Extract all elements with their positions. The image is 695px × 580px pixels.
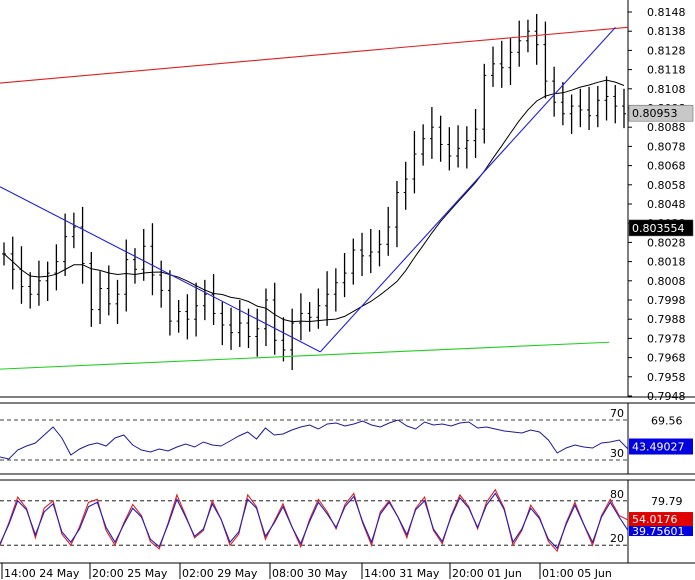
rsi-panel: 70 30 [0, 407, 629, 461]
price-tick-label: 0.8028 [647, 236, 686, 249]
trend-line [319, 26, 616, 353]
current-price-tag: 0.80953 [632, 107, 678, 120]
trend-line [0, 341, 610, 370]
moving-average-tag: 0.803554 [632, 222, 685, 235]
stoch-main-tag: 54.0176 [632, 513, 678, 526]
trend-line [0, 26, 629, 84]
price-tick-label: 0.7948 [647, 390, 686, 403]
price-tick-label: 0.8018 [647, 256, 686, 269]
price-panel [0, 13, 629, 371]
rsi-level-label: 30 [610, 447, 624, 460]
price-tick-label: 0.8128 [647, 44, 686, 57]
stoch-signal-tag-bg [629, 526, 693, 537]
time-label: 02:00 29 May [182, 567, 258, 580]
axes: 0.81480.81380.81280.81180.81080.80980.80… [1, 6, 694, 580]
price-tick-label: 0.7988 [647, 313, 686, 326]
panel-frames [0, 0, 695, 564]
trend-line [0, 186, 321, 353]
time-label: 20:00 25 May [92, 567, 168, 580]
stoch-signal-tag: 39.75601 [632, 525, 685, 538]
rsi-value-tag: 43.49027 [632, 441, 685, 454]
price-tick-label: 0.8118 [647, 64, 686, 77]
price-tick-label: 0.7998 [647, 294, 686, 307]
stoch-line-0 [0, 488, 629, 553]
stoch-main-tag-bg [629, 512, 693, 527]
stoch-upper-value: 79.79 [651, 495, 683, 508]
price-tick-label: 0.8148 [647, 6, 686, 19]
stoch-level-label: 80 [610, 488, 624, 501]
price-tick-label: 0.8008 [647, 275, 686, 288]
time-label: 08:00 30 May [272, 567, 348, 580]
price-tick-label: 0.8068 [647, 160, 686, 173]
stoch-level-label: 20 [610, 532, 624, 545]
moving-average-line [3, 79, 625, 323]
stochastic-panel: 80 20 [0, 488, 629, 553]
price-tick-label: 0.8078 [647, 140, 686, 153]
price-tick-label: 0.8058 [647, 179, 686, 192]
rsi-level-label: 70 [610, 407, 624, 420]
rsi-upper-value: 69.56 [651, 414, 683, 427]
stoch-line-1 [0, 492, 629, 550]
moving-average-tag-bg [628, 219, 694, 237]
price-tick-label: 0.8048 [647, 198, 686, 211]
time-label: 20:00 01 Jun [452, 567, 522, 580]
rsi-line [0, 419, 629, 460]
price-tick-label: 0.8108 [647, 83, 686, 96]
price-tick-label: 0.7968 [647, 352, 686, 365]
time-label: 01:00 05 Jun [542, 567, 612, 580]
current-price-tag-bg [628, 104, 694, 122]
time-label: 14:00 31 May [364, 567, 440, 580]
price-tick-label: 0.8138 [647, 25, 686, 38]
price-tick-label: 0.8088 [647, 121, 686, 134]
price-tick-label: 0.7958 [647, 371, 686, 384]
time-label: 14:00 24 May [4, 567, 80, 580]
rsi-value-tag-bg [629, 438, 693, 455]
price-tick-label: 0.7978 [647, 332, 686, 345]
